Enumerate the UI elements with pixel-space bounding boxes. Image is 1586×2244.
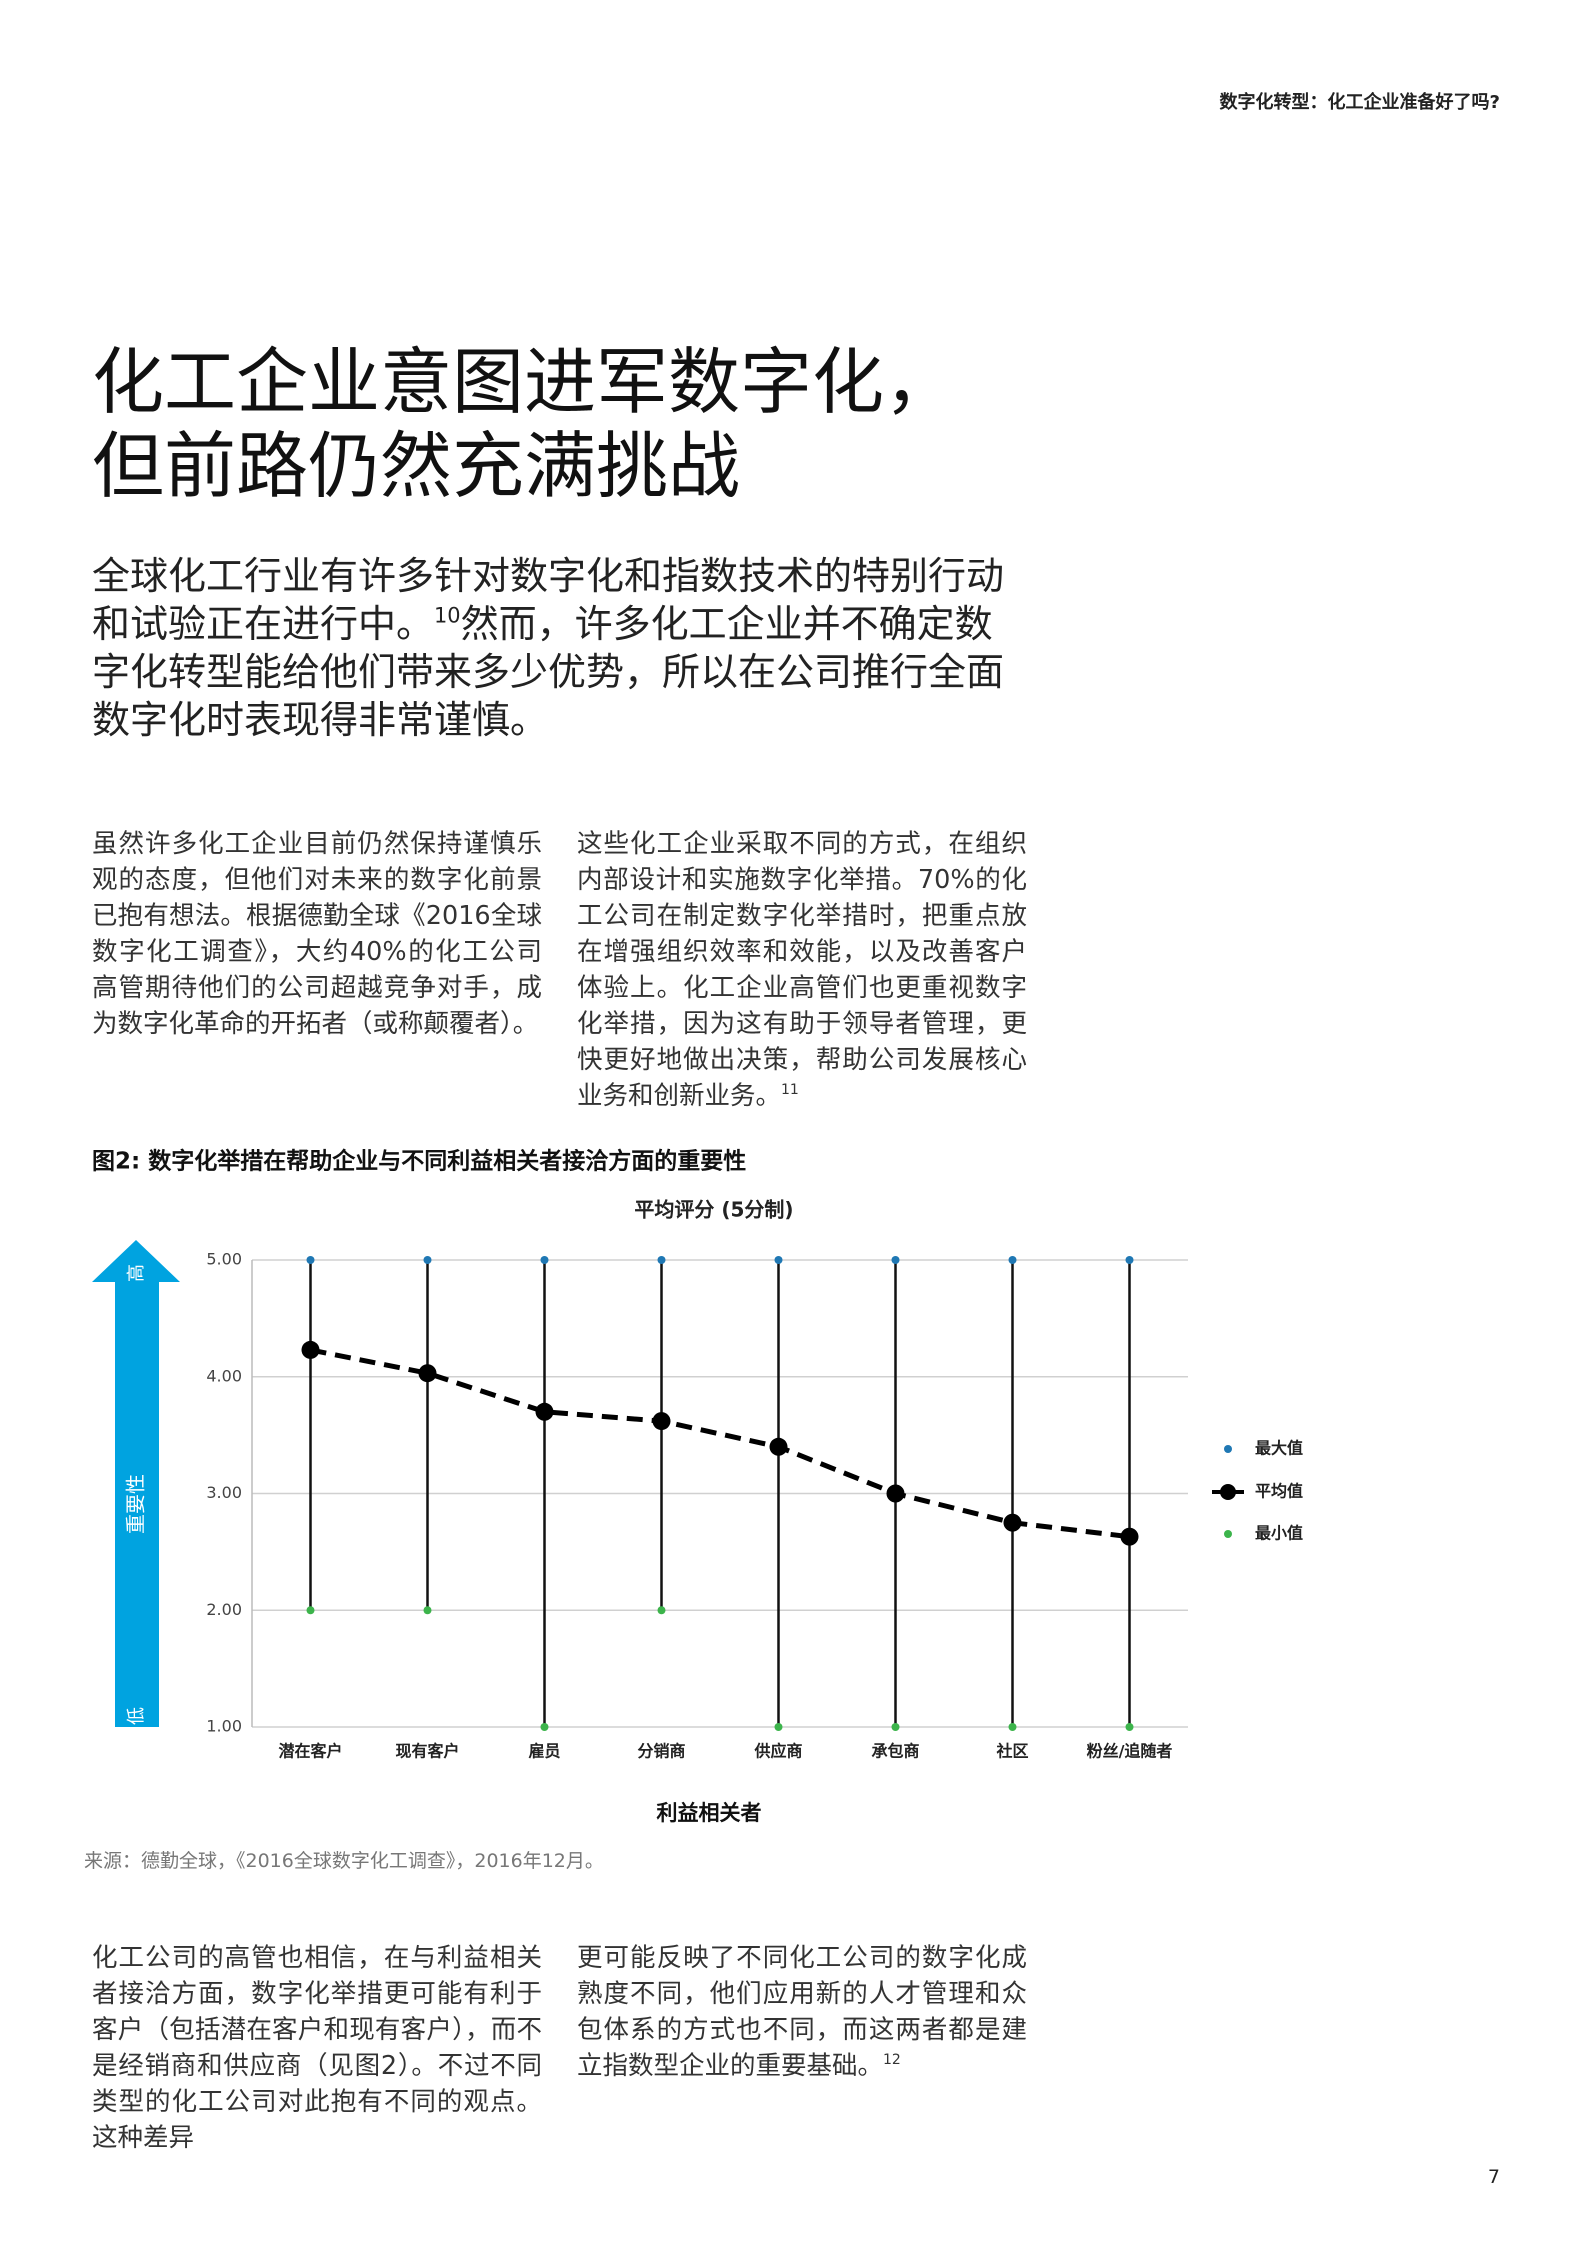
- lead-paragraph: 全球化工行业有许多针对数字化和指数技术的特别行动和试验正在进行中。10然而，许多…: [92, 552, 1022, 744]
- data-point: [1125, 1723, 1134, 1731]
- data-point: [306, 1256, 315, 1264]
- legend-marker: [1224, 1445, 1232, 1453]
- data-point: [423, 1256, 432, 1264]
- data-point: [769, 1437, 788, 1456]
- legend-label: 最小值: [1255, 1524, 1303, 1543]
- data-point: [774, 1723, 783, 1731]
- x-axis-title: 利益相关者: [657, 1801, 762, 1825]
- footnote-ref: 10: [434, 603, 461, 628]
- average-line: [310, 1347, 1130, 1540]
- legend-label: 最大值: [1255, 1439, 1303, 1458]
- source-note: 来源：德勤全球，《2016全球数字化工调查》，2016年12月。: [84, 1850, 604, 1872]
- data-point: [657, 1256, 666, 1264]
- footnote-ref: 11: [781, 1082, 799, 1099]
- data-point: [540, 1723, 549, 1731]
- figure-title: 图2: 数字化举措在帮助企业与不同利益相关者接洽方面的重要性: [92, 1148, 746, 1175]
- data-point: [1120, 1527, 1139, 1546]
- arrow-low: 低: [126, 1707, 147, 1725]
- data-point: [774, 1256, 783, 1264]
- x-tick-label: 承包商: [871, 1742, 919, 1761]
- title-line: 化工企业意图进军数字化，: [92, 340, 957, 424]
- body-column: 虽然许多化工企业目前仍然保持谨慎乐观的态度，但他们对未来的数字化前景已抱有想法。…: [92, 826, 542, 1042]
- y-tick-label: 1.00: [206, 1717, 242, 1736]
- data-point: [652, 1412, 671, 1431]
- body-column: 这些化工企业采取不同的方式，在组织内部设计和实施数字化举措。70%的化工公司在制…: [577, 826, 1027, 1114]
- legend-marker: [1224, 1530, 1232, 1538]
- body-text: 这些化工企业采取不同的方式，在组织内部设计和实施数字化举措。70%的化工公司在制…: [577, 829, 1027, 1111]
- y-tick-label: 3.00: [206, 1483, 242, 1502]
- y-tick-label: 2.00: [206, 1600, 242, 1619]
- data-point: [301, 1340, 320, 1359]
- data-point: [657, 1606, 666, 1615]
- data-point: [1008, 1723, 1017, 1731]
- data-point: [418, 1364, 437, 1383]
- x-tick-label: 潜在客户: [278, 1742, 342, 1761]
- running-header: 数字化转型：化工企业准备好了吗?: [1219, 92, 1500, 113]
- data-point: [891, 1723, 900, 1731]
- title-line: 但前路仍然充满挑战: [92, 424, 741, 508]
- x-tick-label: 分销商: [637, 1742, 685, 1761]
- y-tick-label: 4.00: [206, 1366, 242, 1385]
- body-column: 更可能反映了不同化工公司的数字化成熟度不同，他们应用新的人才管理和众包体系的方式…: [577, 1940, 1027, 2084]
- data-point: [886, 1484, 905, 1503]
- x-tick-label: 现有客户: [395, 1742, 459, 1761]
- body-text: 更可能反映了不同化工公司的数字化成熟度不同，他们应用新的人才管理和众包体系的方式…: [577, 1943, 1027, 2081]
- legend-marker: [1220, 1484, 1236, 1500]
- data-point: [540, 1256, 549, 1264]
- axis-arrow: [92, 1240, 180, 1727]
- footnote-ref: 12: [883, 2052, 901, 2069]
- arrow-high: 高: [126, 1264, 147, 1282]
- arrow-label: 重要性: [124, 1474, 148, 1534]
- chart-subtitle: 平均评分 (5分制): [634, 1198, 793, 1222]
- x-tick-label: 供应商: [753, 1742, 802, 1761]
- legend-label: 平均值: [1255, 1482, 1303, 1501]
- lead-text: 然而，许多化工企业并不确定数字化转型能给他们带来多少优势，所以在公司推行全面数字…: [92, 602, 1005, 742]
- data-point: [1008, 1256, 1017, 1264]
- x-tick-label: 雇员: [528, 1742, 560, 1761]
- data-point: [1003, 1513, 1022, 1532]
- x-tick-label: 社区: [995, 1742, 1028, 1761]
- lead-text: 全球化工行业有许多针对数字化和指数技术的特别行动和试验正在进行中。: [92, 554, 1005, 646]
- data-point: [306, 1606, 315, 1615]
- x-tick-label: 粉丝/追随者: [1087, 1742, 1173, 1761]
- data-point: [891, 1256, 900, 1264]
- page-title: 化工企业意图进军数字化， 但前路仍然充满挑战: [92, 340, 956, 508]
- body-text: 虽然许多化工企业目前仍然保持谨慎乐观的态度，但他们对未来的数字化前景已抱有想法。…: [92, 829, 542, 1039]
- body-column: 化工公司的高管也相信，在与利益相关者接洽方面，数字化举措更可能有利于客户（包括潜…: [92, 1940, 542, 2156]
- data-point: [423, 1606, 432, 1615]
- y-tick-label: 5.00: [206, 1250, 242, 1269]
- data-point: [1125, 1256, 1134, 1264]
- page-number: 7: [1487, 2166, 1500, 2188]
- body-text: 化工公司的高管也相信，在与利益相关者接洽方面，数字化举措更可能有利于客户（包括潜…: [92, 1943, 542, 2153]
- data-point: [535, 1402, 554, 1421]
